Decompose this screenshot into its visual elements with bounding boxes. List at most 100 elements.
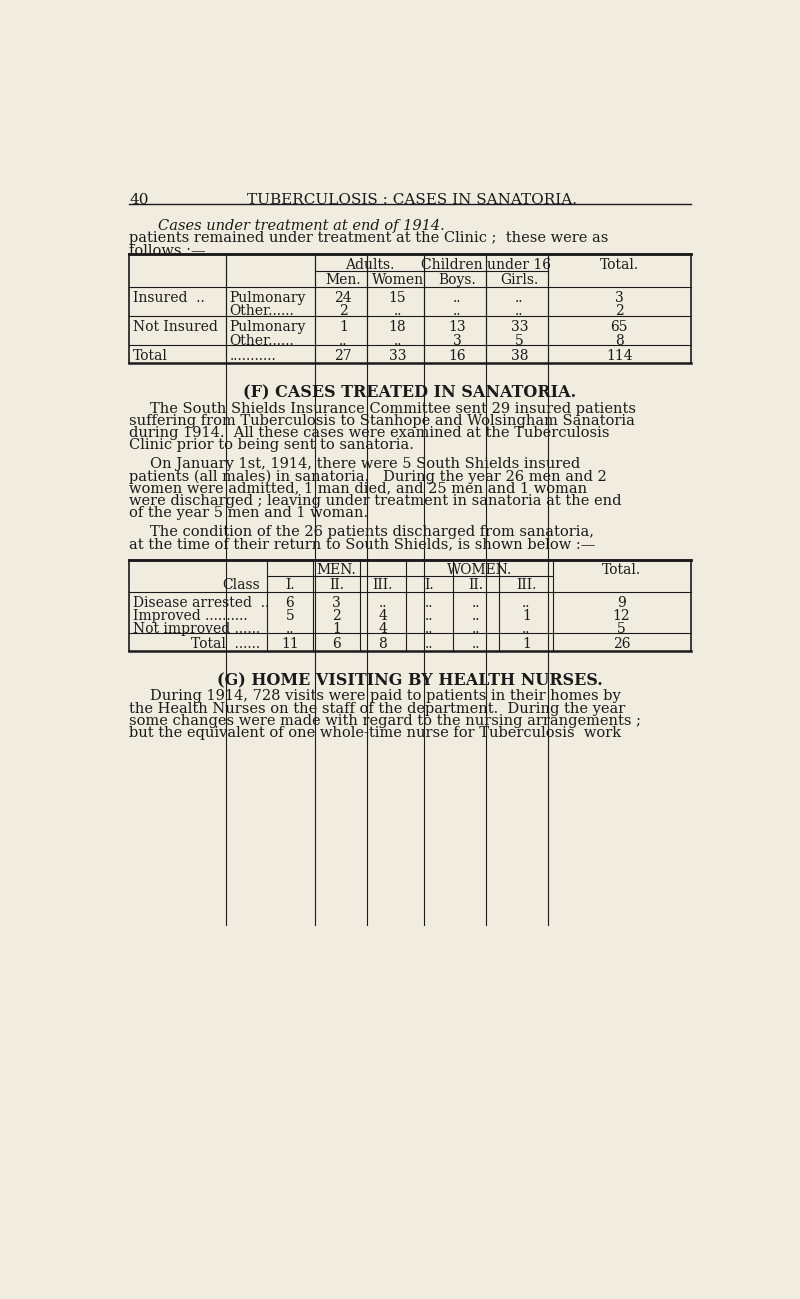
Text: II.: II. bbox=[329, 578, 344, 592]
Text: ..: .. bbox=[453, 304, 462, 318]
Text: women were admitted, 1 man died, and 25 men and 1 woman: women were admitted, 1 man died, and 25 … bbox=[130, 482, 587, 496]
Text: 4: 4 bbox=[378, 622, 387, 635]
Text: ..: .. bbox=[472, 609, 480, 622]
Text: ..: .. bbox=[472, 622, 480, 635]
Text: 5: 5 bbox=[286, 609, 294, 622]
Text: ..: .. bbox=[522, 622, 530, 635]
Text: Total.: Total. bbox=[602, 564, 641, 577]
Text: Women: Women bbox=[371, 273, 424, 287]
Text: ..: .. bbox=[472, 595, 480, 609]
Text: Other......: Other...... bbox=[230, 334, 294, 348]
Text: 33: 33 bbox=[389, 349, 406, 364]
Text: 6: 6 bbox=[286, 595, 294, 609]
Text: Class: Class bbox=[222, 578, 261, 592]
Text: ..: .. bbox=[425, 609, 434, 622]
Text: Not Insured: Not Insured bbox=[134, 320, 218, 334]
Text: 16: 16 bbox=[449, 349, 466, 364]
Text: ..: .. bbox=[472, 637, 480, 651]
Text: were discharged ; leaving under treatment in sanatoria at the end: were discharged ; leaving under treatmen… bbox=[130, 494, 622, 508]
Text: 5: 5 bbox=[618, 622, 626, 635]
Text: ..: .. bbox=[394, 334, 402, 348]
Text: 11: 11 bbox=[281, 637, 298, 651]
Text: ..: .. bbox=[453, 291, 462, 305]
Text: Total.: Total. bbox=[600, 257, 639, 271]
Text: 5: 5 bbox=[515, 334, 524, 348]
Text: 18: 18 bbox=[389, 320, 406, 334]
Text: 1: 1 bbox=[522, 609, 530, 622]
Text: Girls.: Girls. bbox=[500, 273, 538, 287]
Text: Adults.: Adults. bbox=[345, 257, 394, 271]
Text: 9: 9 bbox=[618, 595, 626, 609]
Text: Boys.: Boys. bbox=[438, 273, 476, 287]
Text: 2: 2 bbox=[339, 304, 348, 318]
Text: suffering from Tuberculosis to Stanhope and Wolsingham Sanatoria: suffering from Tuberculosis to Stanhope … bbox=[130, 414, 635, 427]
Text: (G) HOME VISITING BY HEALTH NURSES.: (G) HOME VISITING BY HEALTH NURSES. bbox=[217, 673, 603, 690]
Text: I.: I. bbox=[285, 578, 294, 592]
Text: ..: .. bbox=[286, 622, 294, 635]
Text: The South Shields Insurance Committee sent 29 insured patients: The South Shields Insurance Committee se… bbox=[150, 401, 636, 416]
Text: 15: 15 bbox=[389, 291, 406, 305]
Text: the Health Nurses on the staff of the department.  During the year: the Health Nurses on the staff of the de… bbox=[130, 701, 626, 716]
Text: but the equivalent of one whole-time nurse for Tuberculosis  work: but the equivalent of one whole-time nur… bbox=[130, 726, 622, 740]
Text: (F) CASES TREATED IN SANATORIA.: (F) CASES TREATED IN SANATORIA. bbox=[243, 385, 577, 401]
Text: On January 1st, 1914, there were 5 South Shields insured: On January 1st, 1914, there were 5 South… bbox=[150, 457, 581, 472]
Text: 3: 3 bbox=[453, 334, 462, 348]
Text: some changes were made with regard to the nursing arrangements ;: some changes were made with regard to th… bbox=[130, 714, 642, 729]
Text: III.: III. bbox=[373, 578, 393, 592]
Text: WOMEN.: WOMEN. bbox=[447, 564, 512, 577]
Text: 40: 40 bbox=[130, 192, 149, 207]
Text: during 1914.  All these cases were examined at the Tuberculosis: during 1914. All these cases were examin… bbox=[130, 426, 610, 440]
Text: 24: 24 bbox=[334, 291, 352, 305]
Text: Clinic prior to being sent to sanatoria.: Clinic prior to being sent to sanatoria. bbox=[130, 439, 414, 452]
Text: ...........: ........... bbox=[230, 349, 276, 364]
Text: MEN.: MEN. bbox=[317, 564, 356, 577]
Text: 12: 12 bbox=[613, 609, 630, 622]
Text: at the time of their return to South Shields, is shown below :—: at the time of their return to South Shi… bbox=[130, 536, 596, 551]
Text: III.: III. bbox=[516, 578, 537, 592]
Text: 38: 38 bbox=[510, 349, 528, 364]
Text: I.: I. bbox=[425, 578, 434, 592]
Text: 1: 1 bbox=[339, 320, 348, 334]
Text: 65: 65 bbox=[610, 320, 628, 334]
Text: Total  ......: Total ...... bbox=[191, 637, 261, 651]
Text: Disease arrested  ..: Disease arrested .. bbox=[134, 595, 270, 609]
Text: ..: .. bbox=[425, 637, 434, 651]
Text: Total: Total bbox=[134, 349, 168, 364]
Text: follows :—: follows :— bbox=[130, 244, 206, 257]
Text: ..: .. bbox=[339, 334, 348, 348]
Text: 4: 4 bbox=[378, 609, 387, 622]
Text: of the year 5 men and 1 woman.: of the year 5 men and 1 woman. bbox=[130, 507, 369, 520]
Text: ..: .. bbox=[378, 595, 387, 609]
Text: 2: 2 bbox=[332, 609, 341, 622]
Text: 33: 33 bbox=[510, 320, 528, 334]
Text: ..: .. bbox=[425, 622, 434, 635]
Text: 2: 2 bbox=[615, 304, 624, 318]
Text: ..: .. bbox=[515, 291, 523, 305]
Text: ..: .. bbox=[515, 304, 523, 318]
Text: TUBERCULOSIS : CASES IN SANATORIA.: TUBERCULOSIS : CASES IN SANATORIA. bbox=[247, 192, 578, 207]
Text: 26: 26 bbox=[613, 637, 630, 651]
Text: During 1914, 728 visits were paid to patients in their homes by: During 1914, 728 visits were paid to pat… bbox=[150, 690, 621, 704]
Text: ..: .. bbox=[522, 595, 530, 609]
Text: 27: 27 bbox=[334, 349, 352, 364]
Text: Pulmonary: Pulmonary bbox=[230, 291, 306, 305]
Text: 1: 1 bbox=[332, 622, 341, 635]
Text: ..: .. bbox=[394, 304, 402, 318]
Text: Pulmonary: Pulmonary bbox=[230, 320, 306, 334]
Text: ..: .. bbox=[425, 595, 434, 609]
Text: 8: 8 bbox=[378, 637, 387, 651]
Text: patients (all males) in sanatoria.   During the year 26 men and 2: patients (all males) in sanatoria. Durin… bbox=[130, 469, 607, 483]
Text: 13: 13 bbox=[449, 320, 466, 334]
Text: Men.: Men. bbox=[326, 273, 361, 287]
Text: Improved ..........: Improved .......... bbox=[134, 609, 248, 622]
Text: 6: 6 bbox=[332, 637, 341, 651]
Text: 3: 3 bbox=[615, 291, 624, 305]
Text: The condition of the 26 patients discharged from sanatoria,: The condition of the 26 patients dischar… bbox=[150, 525, 594, 539]
Text: 8: 8 bbox=[615, 334, 624, 348]
Text: II.: II. bbox=[468, 578, 483, 592]
Text: Other......: Other...... bbox=[230, 304, 294, 318]
Text: patients remained under treatment at the Clinic ;  these were as: patients remained under treatment at the… bbox=[130, 231, 609, 246]
Text: 1: 1 bbox=[522, 637, 530, 651]
Text: Children under 16: Children under 16 bbox=[421, 257, 551, 271]
Text: Cases under treatment at end of 1914.: Cases under treatment at end of 1914. bbox=[158, 220, 445, 233]
